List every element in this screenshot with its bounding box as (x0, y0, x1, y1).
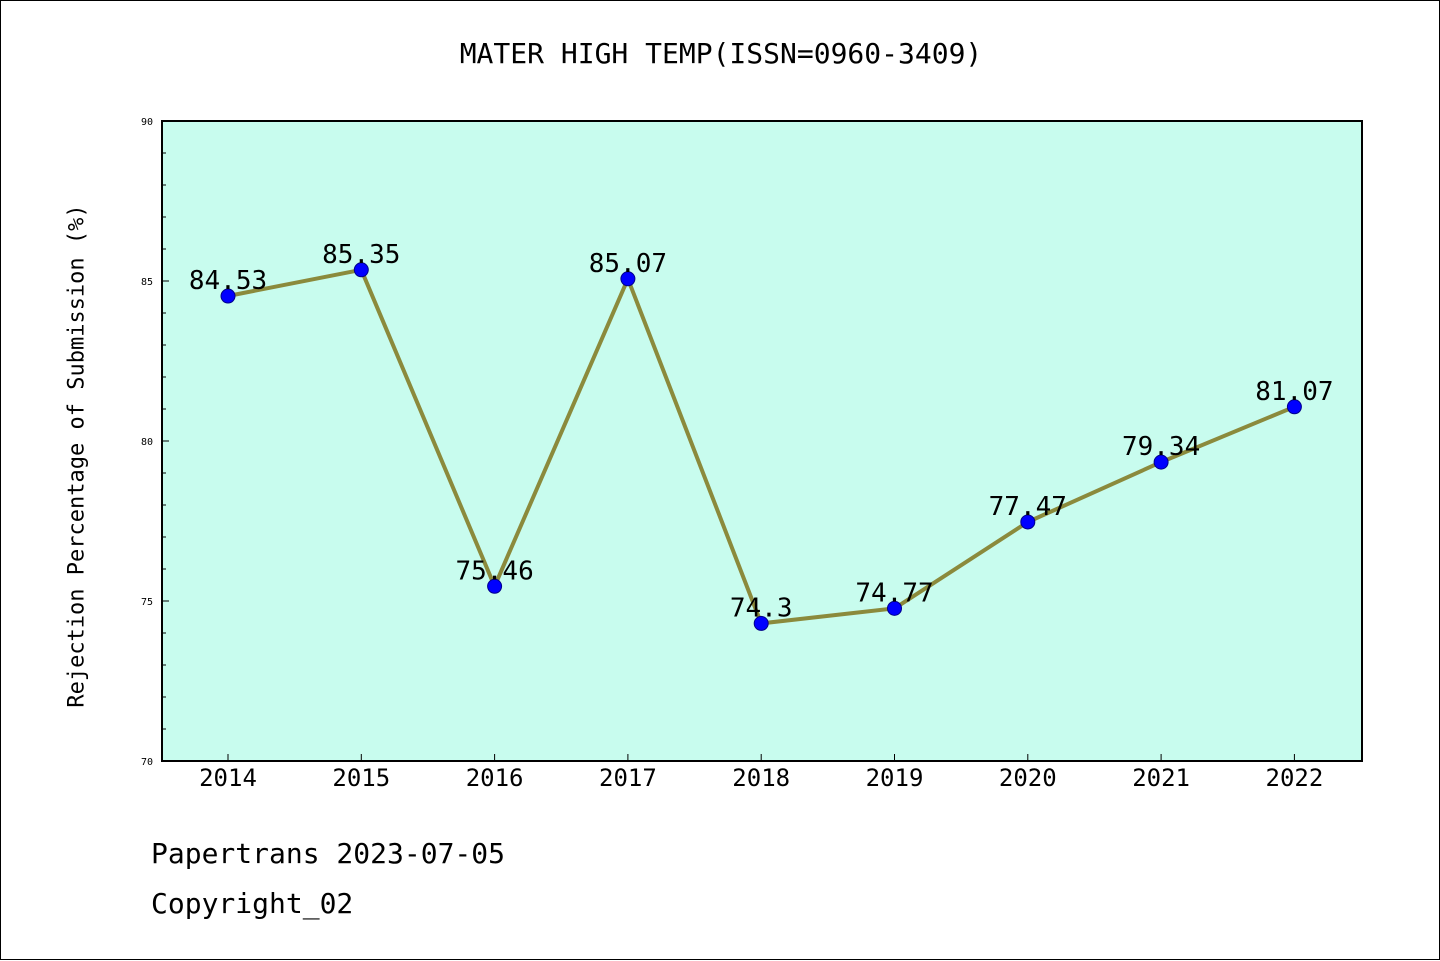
y-ticks (162, 120, 169, 762)
y-tick-label: 75 (141, 597, 153, 608)
data-label: 85.35 (322, 240, 400, 270)
data-label: 75.46 (455, 556, 533, 586)
chart-title: MATER HIGH TEMP(ISSN=0960-3409) (459, 37, 983, 70)
y-tick-label: 70 (141, 757, 153, 768)
data-point (620, 271, 636, 287)
y-tick-label: 85 (141, 277, 153, 288)
data-label: 84.53 (189, 266, 267, 296)
y-tick-label: 80 (141, 437, 153, 448)
x-tick-label: 2018 (732, 764, 790, 792)
footer-source: Papertrans 2023-07-05 (151, 837, 506, 870)
x-tick-labels: 2014 2015 2016 2017 2018 2019 2020 2021 2022 (199, 764, 1323, 792)
data-point (1020, 514, 1036, 530)
data-point (1153, 454, 1169, 470)
x-tick-label: 2020 (999, 764, 1057, 792)
data-point (353, 262, 369, 278)
data-label: 79.34 (1122, 432, 1200, 462)
data-point (220, 288, 236, 304)
x-tick-label: 2019 (866, 764, 924, 792)
x-tick-label: 2014 (199, 764, 257, 792)
data-label: 85.07 (589, 249, 667, 279)
data-label: 74.77 (855, 578, 933, 608)
x-tick-label: 2016 (466, 764, 524, 792)
y-tick-label: 90 (141, 117, 153, 128)
x-tick-label: 2021 (1132, 764, 1190, 792)
data-labels: 84.53 85.35 75.46 85.07 74.3 74.77 77.47 79.34 8… (189, 240, 1334, 624)
data-point (487, 578, 503, 594)
footer-copyright: Copyright_02 (151, 887, 354, 920)
plot-area (161, 120, 1363, 762)
data-point (1286, 399, 1302, 415)
data-point (753, 615, 769, 631)
data-points (220, 262, 1302, 631)
x-tick-label: 2015 (332, 764, 390, 792)
data-point (887, 600, 902, 616)
x-tick-label: 2017 (599, 764, 657, 792)
x-ticks (227, 754, 1295, 761)
x-tick-label: 2022 (1266, 764, 1324, 792)
data-label: 77.47 (989, 492, 1067, 522)
data-label: 81.07 (1255, 377, 1333, 407)
data-label: 74.3 (730, 593, 793, 623)
y-tick-labels: 70 75 80 85 90 (141, 117, 153, 768)
